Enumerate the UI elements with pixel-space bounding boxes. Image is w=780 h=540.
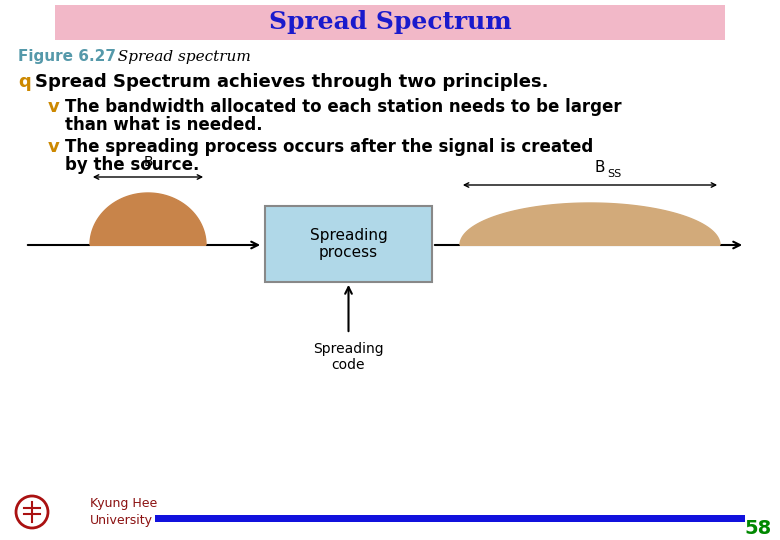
Text: The bandwidth allocated to each station needs to be larger: The bandwidth allocated to each station … [65,98,622,116]
Polygon shape [90,193,206,245]
Text: than what is needed.: than what is needed. [65,116,263,134]
Bar [55,5,725,40]
Text: SS: SS [607,169,621,179]
Text: 58: 58 [744,518,771,537]
Text: Spreading
code: Spreading code [314,342,384,372]
Text: The spreading process occurs after the signal is created: The spreading process occurs after the s… [65,138,594,156]
Text: Figure 6.27: Figure 6.27 [18,50,116,64]
Polygon shape [460,203,720,245]
Text: q: q [18,73,30,91]
Text: B: B [595,160,605,175]
Text: Spread spectrum: Spread spectrum [108,50,251,64]
Text: v: v [48,138,60,156]
Text: by the source.: by the source. [65,156,200,174]
Text: Kyung Hee
University: Kyung Hee University [90,497,158,527]
Text: v: v [48,98,60,116]
Text: Spreading
process: Spreading process [310,228,388,260]
Text: B: B [144,155,153,169]
Bar [265,206,432,282]
Bar [155,515,745,522]
Text: Spread Spectrum achieves through two principles.: Spread Spectrum achieves through two pri… [35,73,548,91]
Text: Spread Spectrum: Spread Spectrum [268,10,512,34]
